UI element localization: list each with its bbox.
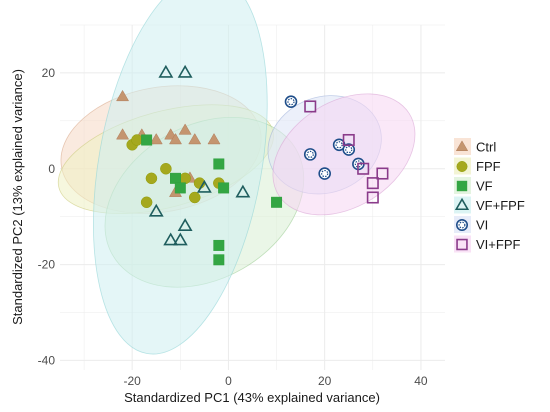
legend-label: FPF: [476, 159, 501, 174]
y-tick-label: -40: [38, 353, 56, 367]
legend-item: VF+FPF: [454, 196, 525, 214]
point-vf: [174, 182, 186, 194]
legend-item: Ctrl: [454, 138, 496, 155]
point-vf: [213, 158, 225, 170]
point-vf-plus-fpf: [172, 232, 188, 246]
x-tick-label: 40: [414, 374, 428, 388]
legend-label: VF: [476, 179, 493, 194]
legend-item: VI+FPF: [454, 235, 520, 253]
y-tick-label: 0: [48, 162, 55, 176]
point-vi-plus-fpf: [376, 167, 389, 180]
point-fpf: [179, 172, 191, 185]
x-axis-title: Standardized PC1 (43% explained variance…: [124, 390, 380, 405]
legend: Ctrl FPF VF VF+FPF VI VI+FPF: [454, 138, 525, 253]
point-vf-plus-fpf: [235, 184, 251, 198]
y-axis-title: Standardized PC2 (13% explained variance…: [10, 69, 25, 325]
point-ctrl: [149, 133, 163, 145]
point-vf: [218, 182, 230, 194]
point-ctrl: [178, 123, 192, 135]
x-tick-label: 0: [225, 374, 232, 388]
x-tick-label: 20: [318, 374, 332, 388]
point-vf: [271, 196, 283, 208]
legend-marker: [454, 197, 470, 211]
legend-marker: [456, 161, 468, 172]
point-vf-plus-fpf: [177, 64, 193, 78]
legend-marker: [455, 140, 469, 152]
legend-marker: [455, 219, 468, 232]
point-vi-plus-fpf: [342, 133, 355, 147]
point-vf-plus-fpf: [158, 64, 174, 78]
x-tick-label: -20: [124, 374, 142, 388]
point-vi: [318, 167, 331, 180]
point-vf-plus-fpf: [177, 218, 193, 232]
y-tick-label: 20: [42, 66, 56, 80]
point-vf: [141, 134, 153, 146]
point-fpf: [145, 172, 158, 185]
point-ctrl: [169, 133, 182, 145]
point-vf: [170, 172, 181, 184]
point-vi: [303, 148, 317, 161]
point-vf: [213, 239, 225, 251]
point-vi-plus-fpf: [366, 191, 379, 204]
legend-marker: [456, 238, 468, 251]
point-fpf: [140, 196, 153, 209]
point-vi: [284, 95, 298, 108]
x-axis-ticks: -20 0 20 40: [124, 374, 428, 388]
point-vf-plus-fpf: [148, 203, 164, 217]
point-ctrl: [207, 133, 221, 145]
legend-label: VI+FPF: [476, 237, 520, 252]
point-vf: [213, 254, 225, 266]
point-fpf: [160, 163, 172, 175]
legend-item: FPF: [454, 157, 501, 175]
legend-marker: [456, 180, 468, 192]
legend-label: VI: [476, 218, 488, 233]
point-vi-plus-fpf: [357, 162, 370, 175]
y-tick-label: -20: [38, 258, 56, 272]
point-fpf: [189, 191, 201, 204]
y-axis-ticks: -40 -20 0 20: [38, 66, 56, 367]
point-vi-plus-fpf: [304, 100, 317, 113]
data-points: [116, 64, 389, 266]
point-vi-plus-fpf: [366, 177, 379, 190]
legend-label: Ctrl: [476, 140, 496, 155]
point-vi: [342, 143, 356, 156]
legend-label: VF+FPF: [476, 198, 525, 213]
legend-item: VF: [454, 177, 493, 194]
point-vf-plus-fpf: [196, 179, 212, 193]
point-ctrl: [116, 128, 130, 140]
point-vf-plus-fpf: [163, 232, 179, 246]
point-ctrl: [116, 89, 130, 102]
legend-item: VI: [454, 216, 488, 233]
point-fpf: [131, 134, 143, 146]
point-ctrl: [188, 133, 202, 145]
